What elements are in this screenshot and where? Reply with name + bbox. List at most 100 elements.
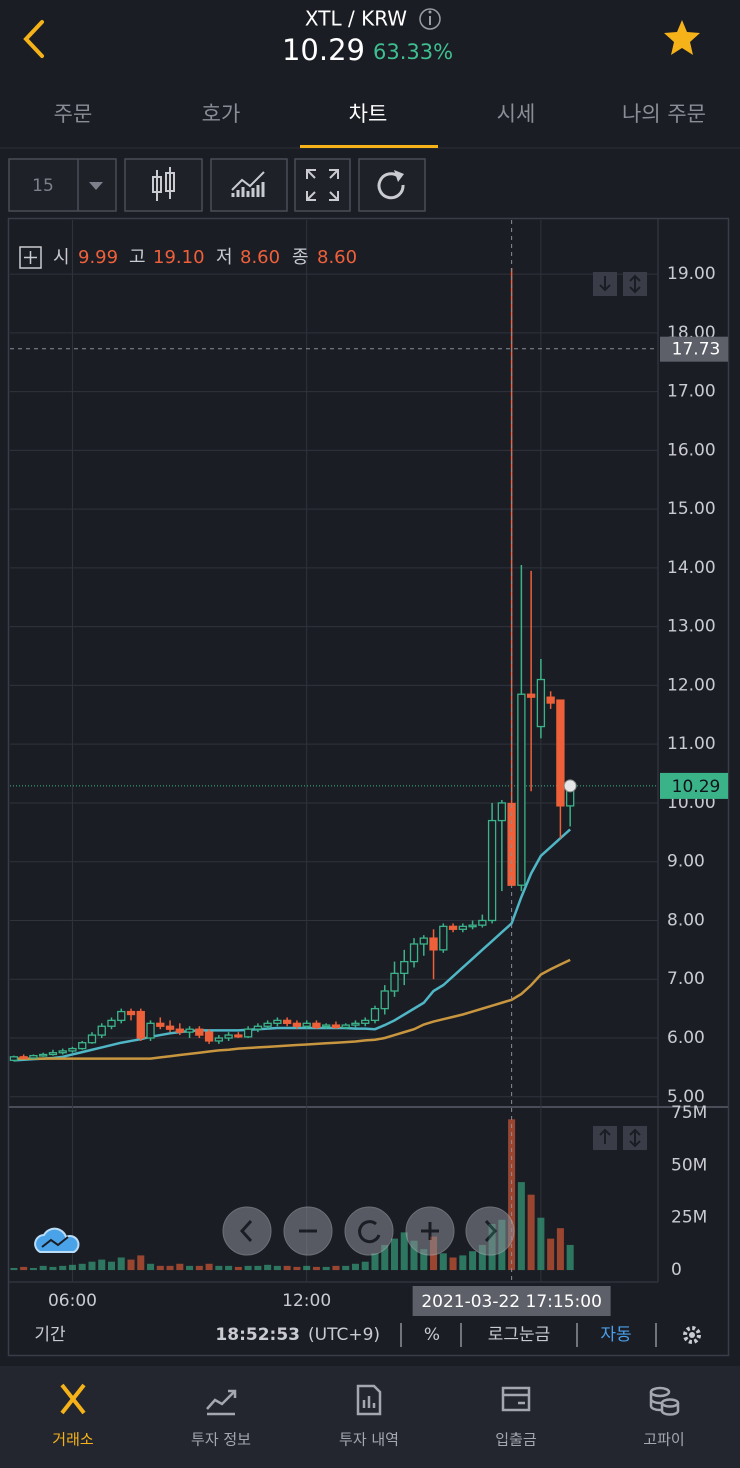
volume-bar [234,1266,242,1271]
percent-button[interactable]: % [424,1325,440,1345]
candle-body [185,1028,194,1033]
tab-active[interactable]: 차트 [349,102,388,126]
nav-item[interactable]: 투자 내역 [339,1431,399,1449]
auto-button[interactable]: 자동 [600,1325,631,1345]
zoom-controls[interactable] [222,1206,515,1256]
back-button[interactable] [23,20,44,58]
refresh-button[interactable] [358,158,426,212]
volume-bar [361,1261,369,1271]
candle-body [322,1024,331,1028]
volume-bar [312,1266,320,1271]
candle-body [224,1034,233,1039]
volume-tick-label: 0 [671,1260,682,1280]
ohlc-label: 저 [216,247,233,268]
y-tick-label: 7.00 [667,969,705,989]
tab[interactable]: 나의 주문 [622,102,706,126]
volume-scale-buttons[interactable] [593,1126,647,1150]
candle-body [429,937,438,951]
moving-average [13,958,571,1060]
volume-bar [107,1261,116,1271]
nav-item[interactable]: 입출금 [495,1431,537,1449]
candle-type-button[interactable] [124,158,203,212]
volume-bar [273,1265,281,1271]
candle-body [117,1010,126,1022]
moving-average [13,828,572,1062]
legend-toggle[interactable] [19,246,42,269]
y-tick-label: 16.00 [667,440,716,460]
candle-body [214,1037,224,1042]
tab[interactable]: 시세 [497,102,536,126]
candle-body [312,1022,321,1029]
volume-bar [332,1265,340,1271]
volume-bar [478,1244,486,1271]
candle-body [331,1024,341,1029]
candle-body [400,960,409,975]
nav-icon [60,1383,86,1415]
ohlc-label: 고 [129,247,146,268]
y-tick-label: 11.00 [667,734,716,754]
volume-bar [420,1249,428,1271]
ohlc-value: 8.60 [240,247,280,268]
volume-bar [566,1244,574,1271]
y-tick-label: 5.00 [667,1087,705,1107]
weather-icon [34,1227,80,1253]
crosshair-time: 2021-03-22 17:15:00 [421,1292,602,1312]
volume-bar [527,1194,535,1271]
tab[interactable]: 주문 [54,102,93,126]
nav-item[interactable]: 투자 정보 [191,1431,251,1449]
bottom-nav [0,1366,740,1468]
ohlc-label: 종 [292,247,309,268]
candle-body [29,1054,38,1059]
log-button[interactable]: 로그눈금 [488,1325,551,1345]
indicator-button[interactable] [210,158,288,212]
volume-bar [49,1266,57,1271]
candle-body [546,696,555,704]
favorite-star[interactable] [664,20,700,55]
y-tick-label: 15.00 [667,499,716,519]
candle-body [517,693,526,886]
y-tick-label: 9.00 [667,852,705,872]
volume-bar [225,1265,233,1271]
candle-body [556,699,565,807]
pane-scale-buttons[interactable] [593,272,647,296]
candle-body [234,1034,243,1038]
info-icon[interactable] [419,8,441,30]
tab[interactable]: 호가 [202,102,241,126]
volume-bar [351,1263,359,1271]
candle-body [87,1034,97,1044]
fullscreen-button[interactable] [294,158,351,212]
ohlc-value: 19.10 [153,247,205,268]
volume-bar [10,1267,18,1271]
timezone[interactable]: (UTC+9) [308,1325,380,1345]
volume-bar [59,1265,67,1271]
y-tick-label: 12.00 [667,675,716,695]
candle-body [9,1056,19,1061]
price-change: 63.33% [373,40,453,64]
nav-item[interactable]: 고파이 [643,1431,684,1449]
candle-body [195,1028,204,1036]
y-tick-label: 6.00 [667,1028,705,1048]
volume-bar [264,1264,272,1271]
settings-button[interactable] [683,1326,701,1344]
candle-body [448,925,458,930]
nav-item-active[interactable]: 거래소 [52,1431,94,1449]
tab-indicator [300,145,438,148]
volume-bar [322,1266,330,1271]
interval-select[interactable]: 15 [8,158,117,212]
volume-bar [244,1265,252,1271]
period-button[interactable]: 기간 [34,1325,66,1345]
candle-body [282,1019,292,1024]
volume-bar [469,1251,477,1271]
volume-bar [176,1263,184,1271]
ohlc-label: 시 [53,247,70,268]
volume-bar [156,1265,164,1271]
volume-bar [20,1266,28,1271]
y-tick-label: 13.00 [667,617,716,637]
candle-body [536,678,546,728]
crosshair-time-tag [412,1286,611,1316]
nav-icon [649,1386,680,1416]
candle-body [253,1025,263,1030]
y-tick-label: 19.00 [667,264,716,284]
candle-body [156,1022,165,1027]
candle-body [478,919,487,926]
